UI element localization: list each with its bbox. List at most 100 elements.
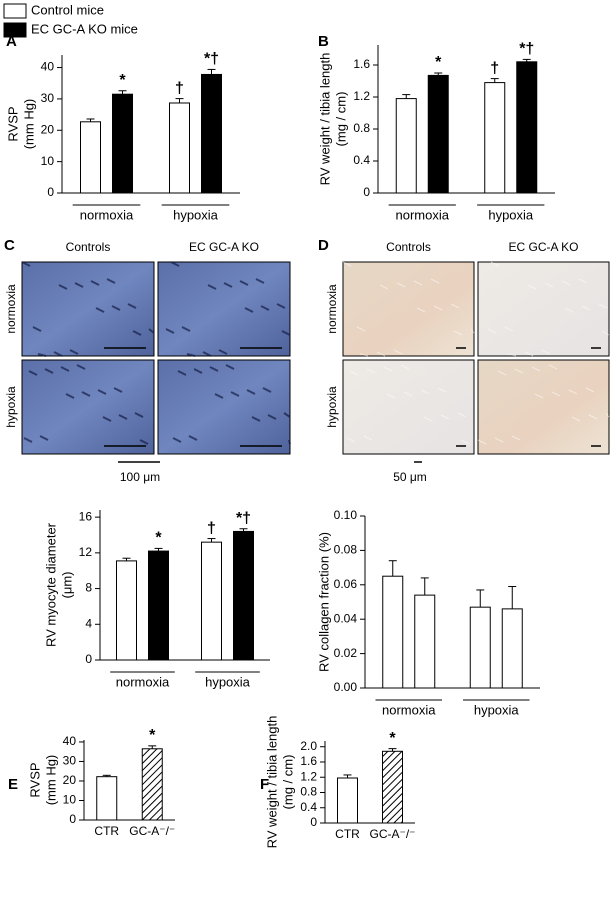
y-axis-label: RVSP [27, 762, 42, 797]
annotation: * [149, 727, 156, 744]
error-bar [388, 748, 397, 752]
tissue-streak [74, 282, 84, 288]
annotation: *† [519, 41, 534, 58]
error-bar [343, 774, 352, 778]
tissue-streak [37, 353, 47, 357]
tissue-streak [534, 393, 544, 399]
tissue-streak [453, 330, 463, 336]
tissue-streak [349, 370, 359, 376]
micrograph [21, 359, 155, 455]
error-bar [490, 78, 499, 83]
scale-label: 100 μm [120, 470, 160, 484]
x-tick-label: normoxia [116, 674, 170, 689]
bar [414, 594, 436, 689]
y-tick-label: 0.8 [353, 121, 370, 135]
tissue-streak [209, 366, 219, 372]
error-bar [434, 72, 443, 76]
bar [148, 550, 169, 661]
tissue-streak [588, 414, 598, 420]
tissue-streak [440, 414, 450, 420]
annotation: * [389, 730, 396, 747]
error-bar [122, 557, 131, 561]
panel-letter: C [4, 237, 15, 254]
tissue-streak [81, 391, 91, 397]
bar [116, 560, 137, 661]
tissue-streak [181, 326, 191, 332]
tissue-streak [283, 412, 291, 418]
tissue-streak [223, 282, 233, 288]
x-tick-label: hypoxia [474, 702, 520, 717]
x-tick-label: hypoxia [173, 207, 219, 222]
tissue-streak [386, 393, 396, 399]
error-bar [508, 586, 517, 609]
tissue-streak [420, 389, 430, 395]
tissue-streak [127, 303, 137, 309]
bar [80, 121, 101, 194]
tissue-streak [255, 278, 265, 284]
y-axis-label: RV collagen fraction (%) [316, 532, 331, 672]
error-bar [154, 547, 163, 552]
tissue-streak [359, 353, 369, 357]
error-bar [388, 560, 397, 577]
tissue-streak [244, 307, 254, 313]
annotation: *† [204, 51, 219, 68]
tissue-streak [396, 282, 406, 288]
annotation: † [490, 60, 499, 77]
tissue-streak [69, 349, 79, 355]
tissue-streak [511, 435, 521, 441]
tissue-streak [477, 439, 487, 445]
tissue-streak [342, 261, 352, 267]
x-tick-label: CTR [94, 824, 119, 838]
tissue-streak [346, 437, 356, 443]
tissue-streak [531, 366, 541, 372]
legend-swatch [3, 22, 27, 38]
y-tick-label: 0.8 [300, 785, 317, 799]
x-tick-label: GC-A⁻/⁻ [369, 827, 415, 841]
tissue-streak [139, 439, 149, 445]
tissue-streak [585, 387, 595, 393]
y-tick-label: 0 [85, 652, 92, 666]
tissue-streak [165, 328, 175, 334]
tissue-streak [416, 307, 426, 313]
y-tick-label: 0 [69, 812, 76, 826]
bar [96, 776, 118, 821]
y-tick-label: 1.2 [300, 769, 317, 783]
bar [112, 93, 133, 194]
tissue-streak [148, 328, 155, 334]
tissue-streak [60, 366, 70, 372]
bar [469, 606, 491, 689]
panel-letter: E [8, 776, 18, 793]
annotation: * [155, 530, 162, 547]
tissue-streak [260, 305, 270, 311]
y-axis-label: (mm Hg) [43, 755, 58, 806]
tissue-streak [514, 368, 524, 374]
y-axis-label: (mm Hg) [21, 99, 36, 150]
column-header: Controls [66, 240, 111, 254]
bar [233, 530, 254, 661]
tissue-streak [376, 351, 386, 357]
tissue-streak [470, 328, 475, 334]
tissue-streak [494, 437, 504, 443]
tissue-streak [44, 368, 54, 374]
error-bar [86, 118, 95, 122]
y-tick-label: 0.00 [334, 680, 358, 694]
error-bar [207, 68, 216, 75]
y-tick-label: 40 [41, 60, 55, 74]
y-tick-label: 16 [79, 509, 93, 523]
error-bar [102, 774, 111, 777]
panel-letter: D [318, 237, 329, 254]
tissue-streak [76, 364, 86, 370]
micrograph [157, 359, 291, 455]
column-header: EC GC-A KO [189, 240, 259, 254]
bar [516, 61, 538, 194]
tissue-streak [58, 284, 68, 290]
tissue-streak [218, 349, 228, 355]
y-tick-label: 20 [41, 122, 55, 136]
scale-label: 50 μm [393, 470, 427, 484]
tissue-streak [239, 280, 249, 286]
tissue-streak [102, 416, 112, 422]
y-tick-label: 1.2 [353, 89, 370, 103]
bar [201, 73, 222, 194]
